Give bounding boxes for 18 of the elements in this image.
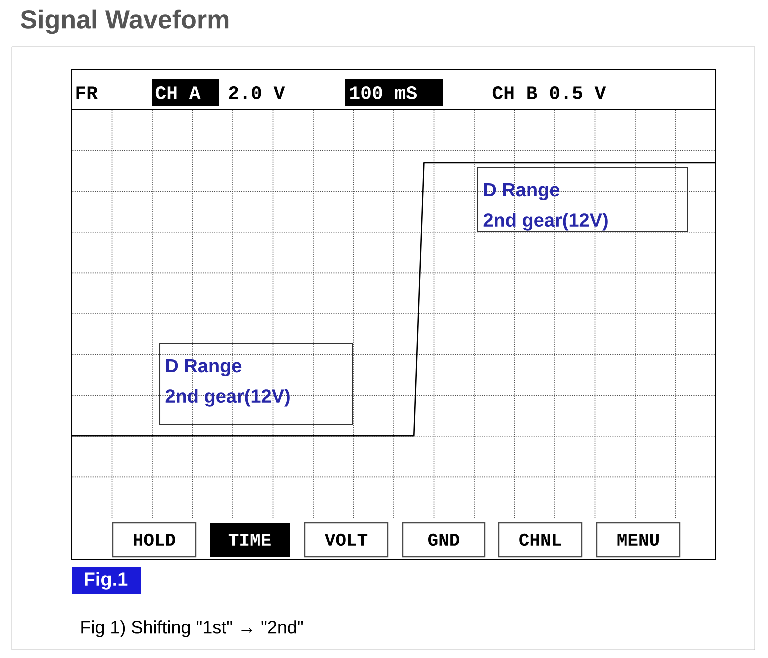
annotation: 2nd gear(12V) (484, 213, 608, 231)
chart-title: Signal Waveform (20, 10, 229, 34)
caption: Fig.1 (85, 572, 128, 590)
annotation: 2nd gear(12V) (166, 389, 290, 407)
annotation: D Range (166, 359, 242, 377)
text: FR (76, 86, 98, 100)
text: CH B 0.5 V (492, 86, 606, 100)
caption: Fig 1) Shifting "1st" → "2nd" (82, 620, 304, 638)
text: MENU (618, 534, 659, 546)
text: CH A (156, 86, 201, 100)
text: VOLT (324, 534, 368, 546)
text: 2.0 V (229, 86, 286, 100)
text: HOLD (134, 534, 176, 546)
text: 100 mS (350, 86, 418, 100)
text: GND (428, 534, 460, 546)
annotation: D Range (484, 183, 560, 201)
text: CHNL (520, 534, 562, 546)
text: TIME (228, 534, 271, 546)
